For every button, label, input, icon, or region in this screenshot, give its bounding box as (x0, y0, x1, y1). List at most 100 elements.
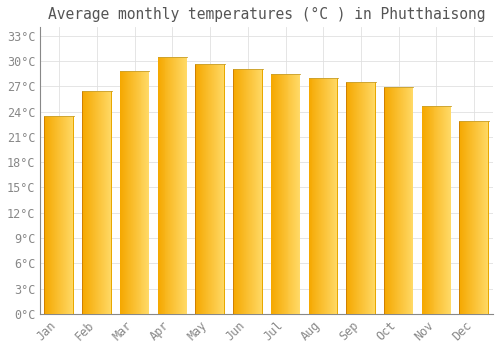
Bar (422, 106, 424, 314)
Bar (388, 87, 389, 314)
Bar (314, 78, 316, 314)
Bar (290, 74, 292, 314)
Bar (98, 91, 99, 314)
Bar (384, 87, 385, 314)
Bar (251, 69, 252, 314)
Bar (286, 74, 288, 314)
Bar (440, 106, 442, 314)
Bar (185, 57, 186, 314)
Bar (331, 78, 332, 314)
Bar (44, 116, 46, 314)
Bar (238, 69, 239, 314)
Bar (158, 57, 160, 314)
Bar (136, 71, 138, 314)
Bar (274, 74, 275, 314)
Bar (346, 82, 348, 314)
Bar (365, 82, 366, 314)
Bar (91, 91, 92, 314)
Bar (101, 91, 102, 314)
Bar (373, 82, 374, 314)
Bar (336, 78, 337, 314)
Bar (358, 82, 359, 314)
Bar (92, 91, 93, 314)
Bar (90, 91, 91, 314)
Bar (202, 64, 203, 314)
Bar (160, 57, 162, 314)
Bar (372, 82, 373, 314)
Bar (63, 116, 64, 314)
Bar (214, 64, 215, 314)
Bar (55, 116, 56, 314)
Bar (48, 116, 50, 314)
Bar (198, 64, 200, 314)
Bar (404, 87, 406, 314)
Bar (184, 57, 185, 314)
Bar (69, 116, 70, 314)
Bar (239, 69, 240, 314)
Bar (180, 57, 181, 314)
Bar (97, 91, 98, 314)
Bar (330, 78, 331, 314)
Bar (206, 64, 207, 314)
Bar (410, 87, 412, 314)
Bar (364, 82, 365, 314)
Bar (391, 87, 392, 314)
Bar (395, 87, 396, 314)
Bar (278, 74, 280, 314)
Bar (468, 121, 469, 314)
Bar (85, 91, 86, 314)
Bar (208, 64, 209, 314)
Bar (396, 87, 397, 314)
Bar (89, 91, 90, 314)
Bar (370, 82, 371, 314)
Bar (361, 82, 362, 314)
Bar (126, 71, 127, 314)
Bar (211, 64, 212, 314)
Bar (176, 57, 178, 314)
Bar (471, 121, 472, 314)
Bar (72, 116, 73, 314)
Bar (65, 116, 66, 314)
Bar (334, 78, 335, 314)
Bar (83, 91, 84, 314)
Bar (327, 78, 328, 314)
Bar (168, 57, 170, 314)
Bar (121, 71, 122, 314)
Bar (444, 106, 446, 314)
Bar (483, 121, 484, 314)
Bar (142, 71, 144, 314)
Bar (46, 116, 48, 314)
Bar (348, 82, 349, 314)
Bar (296, 74, 298, 314)
Bar (64, 116, 65, 314)
Bar (337, 78, 338, 314)
Bar (393, 87, 394, 314)
Bar (360, 82, 361, 314)
Bar (387, 87, 388, 314)
Bar (392, 87, 393, 314)
Bar (124, 71, 125, 314)
Bar (474, 121, 475, 314)
Bar (172, 57, 174, 314)
Bar (122, 71, 123, 314)
Bar (164, 57, 166, 314)
Bar (322, 78, 324, 314)
Bar (406, 87, 408, 314)
Bar (73, 116, 74, 314)
Bar (408, 87, 410, 314)
Bar (367, 82, 368, 314)
Bar (104, 91, 106, 314)
Bar (212, 64, 213, 314)
Bar (442, 106, 444, 314)
Bar (476, 121, 477, 314)
Bar (183, 57, 184, 314)
Bar (351, 82, 352, 314)
Bar (484, 121, 485, 314)
Bar (66, 116, 67, 314)
Bar (250, 69, 251, 314)
Bar (120, 71, 121, 314)
Bar (464, 121, 466, 314)
Bar (237, 69, 238, 314)
Bar (276, 74, 278, 314)
Bar (480, 121, 481, 314)
